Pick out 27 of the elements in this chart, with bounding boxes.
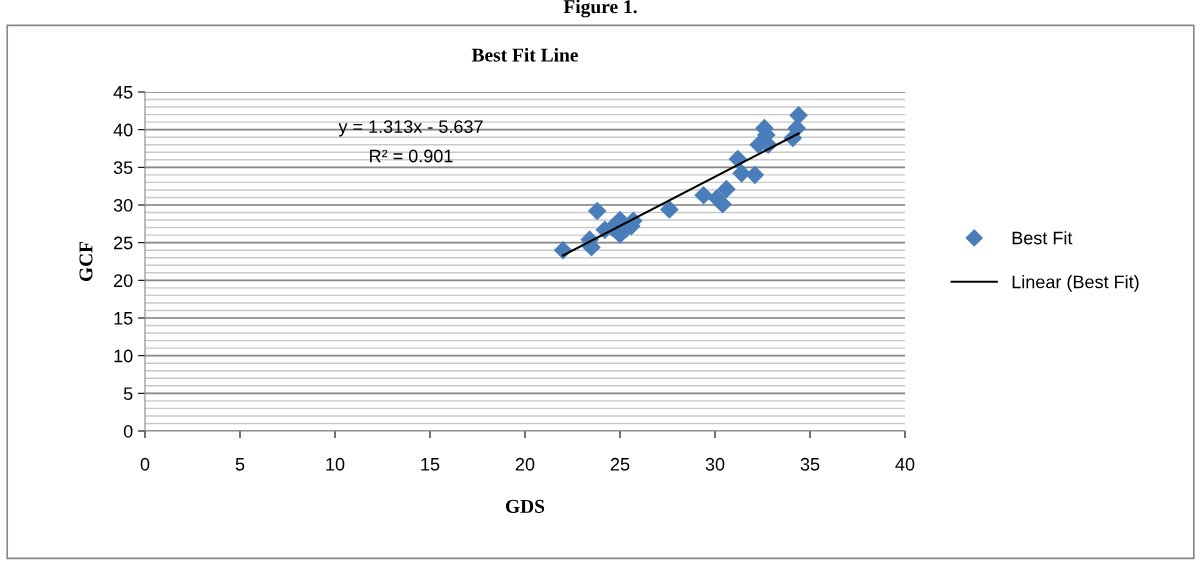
y-tick-label: 40 [113,123,133,137]
y-tick-label: 10 [114,349,133,363]
x-tick-label: 30 [705,457,725,471]
chart-title: Best Fit Line [471,47,578,62]
legend-label: Linear (Best Fit) [1012,275,1139,292]
y-tick-label: 15 [114,312,133,325]
x-tick-label: 10 [326,457,345,471]
y-tick-label: 25 [114,236,133,250]
x-axis-title: GDS [505,499,545,513]
x-tick-label: 20 [515,457,535,471]
x-tick-label: 0 [140,457,150,471]
y-tick-label: 20 [114,274,133,288]
y-tick-label: 0 [123,424,133,438]
y-axis-title: GCF [79,241,93,282]
caption: Figure 1. [563,0,637,18]
y-tick-label: 5 [123,387,133,401]
annotation: R² = 0.901 [370,149,453,163]
x-tick-label: 25 [610,457,630,471]
annotation: y = 1.313x - 5.637 [338,120,483,137]
x-tick-label: 15 [421,458,440,471]
x-tick-label: 40 [895,457,915,471]
y-tick-label: 45 [113,86,133,99]
y-tick-label: 30 [113,198,133,212]
x-tick-label: 35 [800,457,820,471]
y-tick-label: 35 [113,161,133,175]
x-tick-label: 5 [235,458,245,471]
legend-label: Best Fit [1012,231,1073,245]
